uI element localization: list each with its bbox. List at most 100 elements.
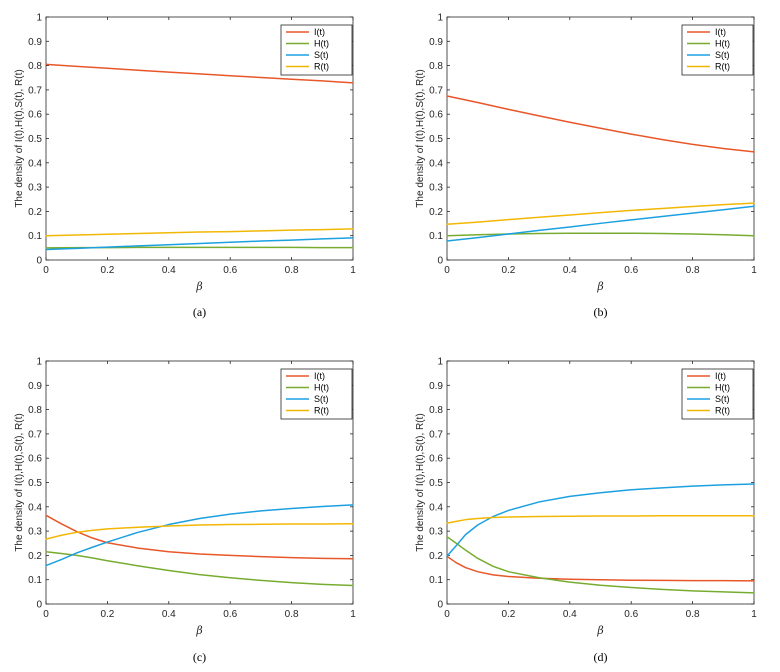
y-tick-label: 0.6 — [429, 454, 443, 465]
x-tick-label: 0.8 — [285, 609, 299, 620]
legend: I(t) H(t)S(t) R(t) — [280, 368, 353, 420]
legend-label-h: H(t) — [715, 383, 730, 393]
y-axis-label: The density of I(t),H(t),S(t), R(t) — [415, 413, 426, 551]
series-line-i — [446, 555, 755, 582]
x-axis-label: β — [596, 280, 603, 293]
legend-label-s: S(t) — [715, 394, 730, 404]
legend: I(t) H(t)S(t) R(t) — [280, 24, 353, 76]
x-tick-label: 0.6 — [624, 265, 638, 276]
x-tick-label: 0.2 — [100, 609, 114, 620]
y-tick-label: 0.3 — [28, 183, 42, 194]
y-tick-label: 1 — [437, 13, 443, 24]
y-tick-label: 1 — [36, 357, 42, 368]
x-tick-label: 0.4 — [162, 609, 176, 620]
legend-label-r: R(t) — [715, 406, 730, 416]
y-tick-label: 0.8 — [429, 61, 443, 72]
x-tick-label: 0.6 — [624, 609, 638, 620]
legend-label-h: H(t) — [314, 39, 329, 49]
chart-panel-d: 0 0.1 0.2 0.3 0.4 0.5 0.6 0.7 0.8 0.9 1 0 0.2 0.4 0.6 0… — [415, 357, 757, 665]
y-axis-label: The density of I(t),H(t),S(t), R(t) — [415, 69, 426, 207]
legend-label-h: H(t) — [715, 39, 730, 49]
series-line-r — [45, 228, 354, 237]
series-line-i — [45, 514, 354, 560]
y-tick-label: 0.1 — [429, 231, 443, 242]
y-tick-label: 0.1 — [28, 231, 42, 242]
x-tick-label: 1 — [751, 265, 757, 276]
x-tick-label: 1 — [350, 609, 356, 620]
y-tick-label: 0 — [36, 600, 42, 611]
x-axis-label: β — [195, 280, 202, 293]
y-tick-label: 0 — [36, 256, 42, 267]
x-tick-label: 1 — [751, 609, 757, 620]
series-line-i — [45, 63, 354, 84]
y-tick-label: 0.7 — [28, 85, 42, 96]
series-line-s — [45, 504, 354, 567]
legend-label-i: I(t) — [715, 27, 726, 37]
legend-label-i: I(t) — [314, 27, 325, 37]
panel-caption: (d) — [594, 650, 608, 664]
x-tick-label: 0.2 — [501, 609, 515, 620]
y-tick-label: 0.4 — [429, 502, 443, 513]
series-line-r — [446, 202, 755, 226]
series-line-s — [446, 205, 755, 242]
y-tick-label: 0 — [437, 256, 443, 267]
legend-label-i: I(t) — [314, 371, 325, 381]
y-tick-label: 0.8 — [28, 61, 42, 72]
y-tick-label: 0.1 — [28, 575, 42, 586]
legend: I(t) H(t)S(t) R(t) — [681, 368, 754, 420]
y-tick-label: 0.2 — [429, 207, 443, 218]
x-tick-label: 0 — [444, 265, 450, 276]
y-tick-label: 0.6 — [429, 110, 443, 121]
y-tick-label: 0.3 — [28, 527, 42, 538]
y-tick-label: 0 — [437, 600, 443, 611]
y-tick-label: 0.9 — [429, 37, 443, 48]
x-tick-label: 0 — [444, 609, 450, 620]
x-tick-label: 0.4 — [162, 265, 176, 276]
x-axis-label: β — [596, 624, 603, 637]
series-line-h — [45, 551, 354, 587]
y-tick-label: 0.7 — [429, 429, 443, 440]
y-tick-label: 0.8 — [429, 405, 443, 416]
y-tick-label: 0.2 — [28, 551, 42, 562]
x-tick-label: 0.4 — [563, 609, 577, 620]
series-line-i — [446, 95, 755, 153]
y-tick-label: 0.2 — [429, 551, 443, 562]
panel-caption: (c) — [193, 650, 206, 664]
y-tick-label: 0.2 — [28, 207, 42, 218]
y-tick-label: 0.8 — [28, 405, 42, 416]
x-tick-label: 0.6 — [223, 265, 237, 276]
y-tick-label: 0.3 — [429, 527, 443, 538]
x-tick-label: 0.8 — [285, 265, 299, 276]
x-tick-label: 0.6 — [223, 609, 237, 620]
panel-caption: (a) — [193, 305, 206, 319]
y-axis-label: The density of I(t),H(t),S(t), R(t) — [14, 69, 25, 207]
legend-label-h: H(t) — [314, 383, 329, 393]
y-tick-label: 0.9 — [28, 37, 42, 48]
x-tick-label: 1 — [350, 265, 356, 276]
legend: I(t) H(t)S(t) R(t) — [681, 24, 754, 76]
y-tick-label: 1 — [437, 357, 443, 368]
series-line-s — [45, 237, 354, 251]
y-tick-label: 0.5 — [429, 134, 443, 145]
legend-label-r: R(t) — [314, 406, 329, 416]
series-line-r — [45, 523, 354, 540]
legend-label-i: I(t) — [715, 371, 726, 381]
y-tick-label: 0.5 — [28, 134, 42, 145]
series-line-r — [446, 515, 755, 524]
y-tick-label: 0.9 — [28, 381, 42, 392]
x-tick-label: 0 — [43, 609, 49, 620]
y-tick-label: 0.1 — [429, 575, 443, 586]
x-tick-label: 0.8 — [686, 265, 700, 276]
chart-panel-b: 0 0.1 0.2 0.3 0.4 0.5 0.6 0.7 0.8 0.9 1 0 0.2 0.4 0.6 0… — [415, 13, 757, 320]
chart-panel-c: 0 0.1 0.2 0.3 0.4 0.5 0.6 0.7 0.8 0.9 1 0 0.2 0.4 0.6 0… — [14, 357, 356, 665]
y-tick-label: 0.4 — [429, 158, 443, 169]
y-tick-label: 0.5 — [429, 478, 443, 489]
y-tick-label: 0.7 — [429, 85, 443, 96]
y-tick-label: 1 — [36, 13, 42, 24]
x-axis-label: β — [195, 624, 202, 637]
series-line-s — [446, 483, 755, 557]
y-tick-label: 0.5 — [28, 478, 42, 489]
y-tick-label: 0.4 — [28, 158, 42, 169]
series-line-h — [446, 535, 755, 594]
